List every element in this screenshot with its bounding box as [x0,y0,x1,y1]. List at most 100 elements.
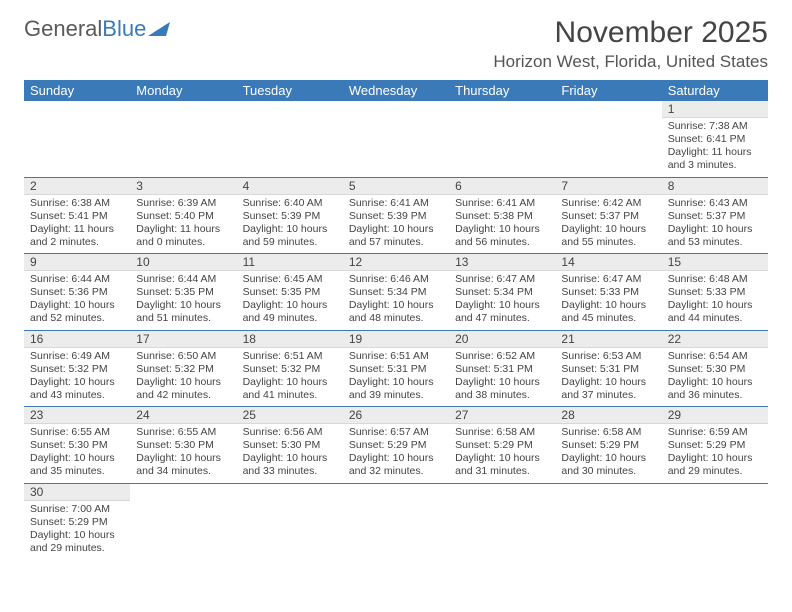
day-details: Sunrise: 6:53 AMSunset: 5:31 PMDaylight:… [555,348,661,407]
day-number: 20 [449,331,555,348]
day-details: Sunrise: 6:46 AMSunset: 5:34 PMDaylight:… [343,271,449,330]
day-details: Sunrise: 6:43 AMSunset: 5:37 PMDaylight:… [662,195,768,254]
day-number: 2 [24,178,130,195]
calendar-cell: 28Sunrise: 6:58 AMSunset: 5:29 PMDayligh… [555,407,661,484]
day-number: 30 [24,484,130,501]
day-details: Sunrise: 6:41 AMSunset: 5:39 PMDaylight:… [343,195,449,254]
brand-part2: Blue [102,16,146,42]
calendar-cell: 12Sunrise: 6:46 AMSunset: 5:34 PMDayligh… [343,254,449,331]
calendar-table: SundayMondayTuesdayWednesdayThursdayFrid… [24,80,768,559]
calendar-cell: 27Sunrise: 6:58 AMSunset: 5:29 PMDayligh… [449,407,555,484]
calendar-cell-empty [343,101,449,177]
day-details: Sunrise: 6:56 AMSunset: 5:30 PMDaylight:… [237,424,343,483]
calendar-cell-empty [130,101,236,177]
day-number: 12 [343,254,449,271]
calendar-cell: 30Sunrise: 7:00 AMSunset: 5:29 PMDayligh… [24,483,130,559]
day-number: 23 [24,407,130,424]
calendar-cell: 19Sunrise: 6:51 AMSunset: 5:31 PMDayligh… [343,330,449,407]
calendar-cell-empty [237,101,343,177]
day-details: Sunrise: 6:47 AMSunset: 5:34 PMDaylight:… [449,271,555,330]
day-number: 11 [237,254,343,271]
calendar-cell: 9Sunrise: 6:44 AMSunset: 5:36 PMDaylight… [24,254,130,331]
calendar-cell: 23Sunrise: 6:55 AMSunset: 5:30 PMDayligh… [24,407,130,484]
location-label: Horizon West, Florida, United States [493,52,768,72]
day-number: 22 [662,331,768,348]
day-details: Sunrise: 6:39 AMSunset: 5:40 PMDaylight:… [130,195,236,254]
calendar-cell: 15Sunrise: 6:48 AMSunset: 5:33 PMDayligh… [662,254,768,331]
day-details: Sunrise: 6:42 AMSunset: 5:37 PMDaylight:… [555,195,661,254]
day-number: 8 [662,178,768,195]
weekday-header: Saturday [662,80,768,101]
calendar-cell: 29Sunrise: 6:59 AMSunset: 5:29 PMDayligh… [662,407,768,484]
brand-part1: General [24,16,102,42]
page-title: November 2025 [493,16,768,50]
day-number: 4 [237,178,343,195]
calendar-cell: 11Sunrise: 6:45 AMSunset: 5:35 PMDayligh… [237,254,343,331]
calendar-cell: 16Sunrise: 6:49 AMSunset: 5:32 PMDayligh… [24,330,130,407]
brand-logo: GeneralBlue [24,16,174,42]
day-number: 18 [237,331,343,348]
calendar-cell: 24Sunrise: 6:55 AMSunset: 5:30 PMDayligh… [130,407,236,484]
day-number: 7 [555,178,661,195]
calendar-cell: 5Sunrise: 6:41 AMSunset: 5:39 PMDaylight… [343,177,449,254]
day-number: 9 [24,254,130,271]
calendar-cell-empty [662,483,768,559]
calendar-cell-empty [130,483,236,559]
calendar-cell-empty [449,483,555,559]
calendar-cell: 20Sunrise: 6:52 AMSunset: 5:31 PMDayligh… [449,330,555,407]
weekday-header: Thursday [449,80,555,101]
calendar-cell: 1Sunrise: 7:38 AMSunset: 6:41 PMDaylight… [662,101,768,177]
day-details: Sunrise: 6:44 AMSunset: 5:35 PMDaylight:… [130,271,236,330]
calendar-cell: 3Sunrise: 6:39 AMSunset: 5:40 PMDaylight… [130,177,236,254]
day-number: 1 [662,101,768,118]
day-details: Sunrise: 6:51 AMSunset: 5:32 PMDaylight:… [237,348,343,407]
calendar-cell-empty [24,101,130,177]
day-number: 21 [555,331,661,348]
day-number: 14 [555,254,661,271]
weekday-header: Friday [555,80,661,101]
calendar-cell-empty [555,101,661,177]
day-details: Sunrise: 6:58 AMSunset: 5:29 PMDaylight:… [449,424,555,483]
calendar-cell: 14Sunrise: 6:47 AMSunset: 5:33 PMDayligh… [555,254,661,331]
calendar-cell: 4Sunrise: 6:40 AMSunset: 5:39 PMDaylight… [237,177,343,254]
weekday-header: Sunday [24,80,130,101]
day-details: Sunrise: 6:49 AMSunset: 5:32 PMDaylight:… [24,348,130,407]
calendar-cell: 21Sunrise: 6:53 AMSunset: 5:31 PMDayligh… [555,330,661,407]
day-number: 17 [130,331,236,348]
calendar-cell: 13Sunrise: 6:47 AMSunset: 5:34 PMDayligh… [449,254,555,331]
calendar-cell: 2Sunrise: 6:38 AMSunset: 5:41 PMDaylight… [24,177,130,254]
day-details: Sunrise: 7:38 AMSunset: 6:41 PMDaylight:… [662,118,768,177]
calendar-cell-empty [237,483,343,559]
calendar-cell-empty [555,483,661,559]
day-details: Sunrise: 6:59 AMSunset: 5:29 PMDaylight:… [662,424,768,483]
day-details: Sunrise: 6:58 AMSunset: 5:29 PMDaylight:… [555,424,661,483]
calendar-cell: 8Sunrise: 6:43 AMSunset: 5:37 PMDaylight… [662,177,768,254]
day-details: Sunrise: 6:50 AMSunset: 5:32 PMDaylight:… [130,348,236,407]
calendar-cell: 6Sunrise: 6:41 AMSunset: 5:38 PMDaylight… [449,177,555,254]
day-details: Sunrise: 6:44 AMSunset: 5:36 PMDaylight:… [24,271,130,330]
day-number: 29 [662,407,768,424]
day-details: Sunrise: 6:40 AMSunset: 5:39 PMDaylight:… [237,195,343,254]
day-details: Sunrise: 6:47 AMSunset: 5:33 PMDaylight:… [555,271,661,330]
day-details: Sunrise: 6:57 AMSunset: 5:29 PMDaylight:… [343,424,449,483]
calendar-cell: 10Sunrise: 6:44 AMSunset: 5:35 PMDayligh… [130,254,236,331]
weekday-header: Monday [130,80,236,101]
day-number: 5 [343,178,449,195]
flag-icon [148,20,174,38]
day-number: 13 [449,254,555,271]
day-details: Sunrise: 6:55 AMSunset: 5:30 PMDaylight:… [130,424,236,483]
day-number: 26 [343,407,449,424]
day-number: 15 [662,254,768,271]
day-details: Sunrise: 6:51 AMSunset: 5:31 PMDaylight:… [343,348,449,407]
day-details: Sunrise: 6:52 AMSunset: 5:31 PMDaylight:… [449,348,555,407]
day-details: Sunrise: 6:38 AMSunset: 5:41 PMDaylight:… [24,195,130,254]
calendar-cell-empty [343,483,449,559]
day-details: Sunrise: 6:41 AMSunset: 5:38 PMDaylight:… [449,195,555,254]
day-number: 19 [343,331,449,348]
day-number: 3 [130,178,236,195]
day-number: 24 [130,407,236,424]
calendar-cell: 18Sunrise: 6:51 AMSunset: 5:32 PMDayligh… [237,330,343,407]
weekday-header: Wednesday [343,80,449,101]
day-number: 6 [449,178,555,195]
day-details: Sunrise: 7:00 AMSunset: 5:29 PMDaylight:… [24,501,130,560]
